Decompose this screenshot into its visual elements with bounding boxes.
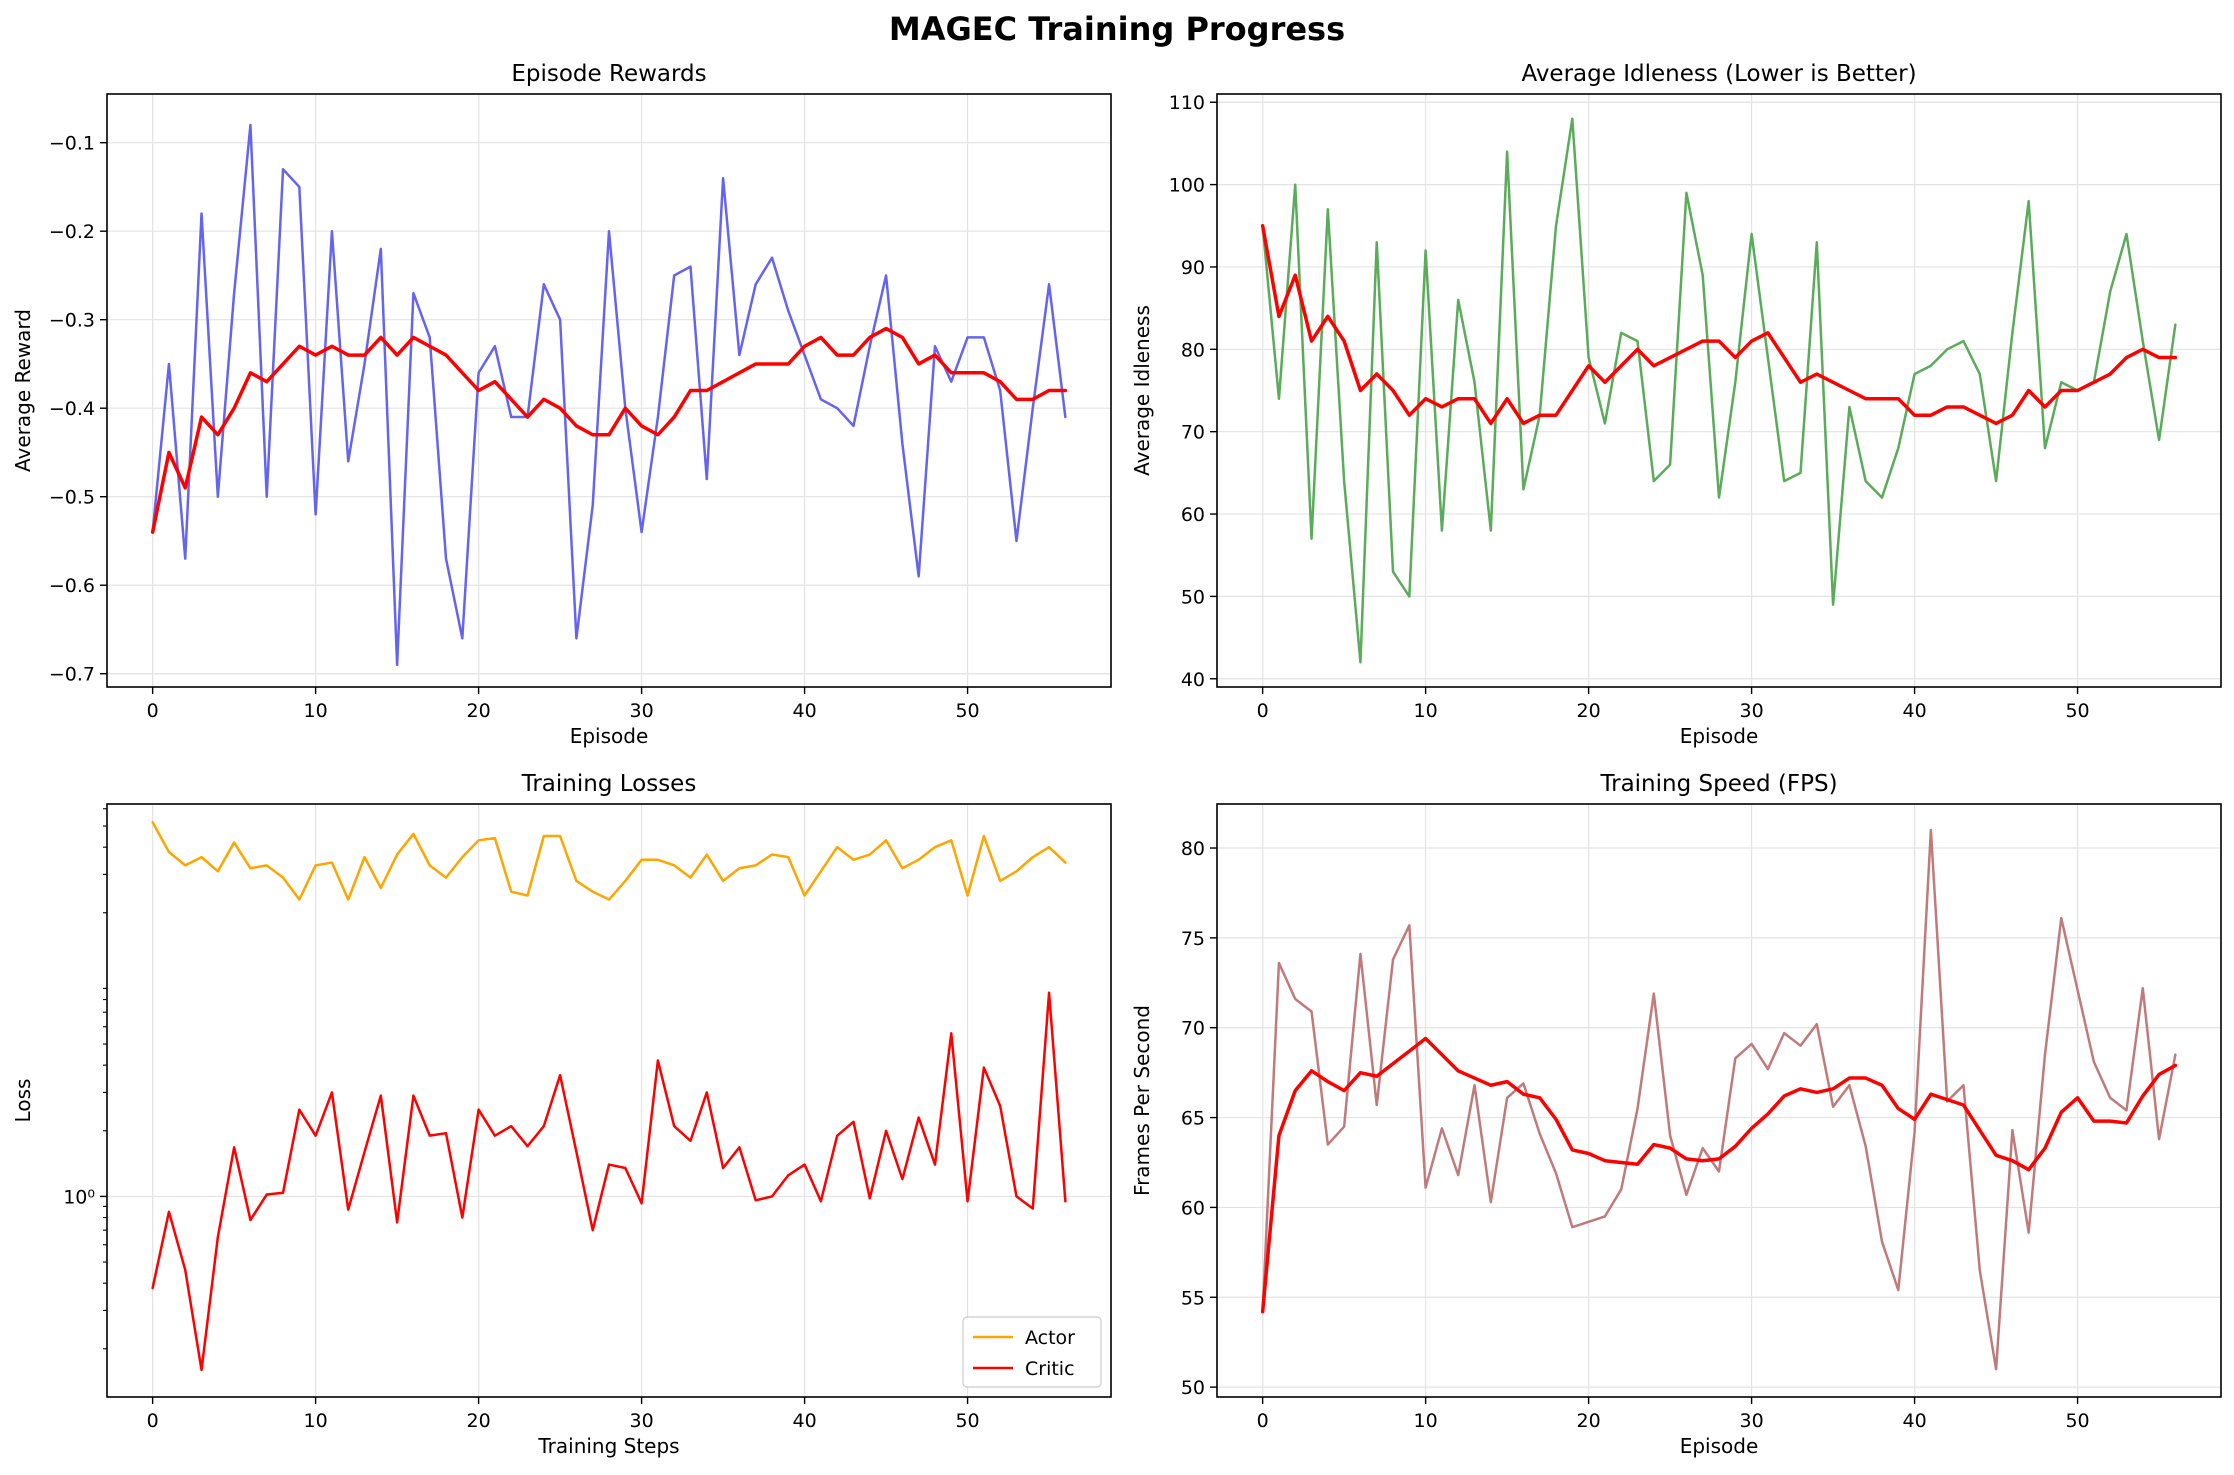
- x-tick-label: 0: [1257, 700, 1269, 722]
- y-axis-label: Loss: [11, 1079, 35, 1123]
- x-tick-label: 30: [630, 700, 654, 722]
- series-line-0: [1261, 117, 2177, 664]
- x-tick-label: 0: [147, 700, 159, 722]
- y-tick-label: −0.1: [49, 133, 95, 155]
- x-tick-label: 0: [1257, 1410, 1269, 1432]
- x-tick-label: 20: [1577, 700, 1601, 722]
- x-tick-label: 30: [630, 1410, 654, 1432]
- y-axis-label: Average Idleness: [1130, 305, 1154, 476]
- legend: Actor Critic: [962, 1316, 1102, 1388]
- x-tick-label: 20: [1577, 1410, 1601, 1432]
- legend-label-critic: Critic: [1025, 1358, 1075, 1380]
- y-axis: −0.7 −0.6 −0.5 −0.4 −0.3 −0.2 −0.1: [49, 133, 107, 686]
- axes-frame: [106, 93, 1112, 688]
- y-tick-label: 65: [1181, 1108, 1205, 1130]
- x-tick-label: 50: [2065, 1410, 2089, 1432]
- chart-title: Episode Rewards: [511, 61, 706, 87]
- x-tick-label: 20: [467, 1410, 491, 1432]
- x-tick-label: 50: [2065, 700, 2089, 722]
- y-tick-label: −0.3: [49, 310, 95, 332]
- y-tick-label: 50: [1181, 1377, 1205, 1399]
- series-group: [1260, 828, 2178, 1371]
- series-line-1: [150, 326, 1068, 534]
- y-tick-label: 50: [1181, 586, 1205, 608]
- x-tick-label: 10: [1414, 700, 1438, 722]
- x-tick-label: 40: [1902, 1410, 1926, 1432]
- series-group: [150, 123, 1068, 667]
- y-axis-label: Average Reward: [11, 309, 35, 472]
- y-axis-label: Frames Per Second: [1130, 1005, 1154, 1196]
- y-tick-label: 75: [1181, 928, 1205, 950]
- chart-title: Average Idleness (Lower is Better): [1521, 61, 1916, 87]
- x-tick-label: 30: [1740, 700, 1764, 722]
- y-tick-label: 80: [1181, 339, 1205, 361]
- y-tick-label: 70: [1181, 422, 1205, 444]
- series-line-0: [151, 123, 1067, 667]
- chart-title: Training Speed (FPS): [1599, 771, 1837, 797]
- training-losses-chart: 0 10 20 30 40 50 10⁰ Training Losses Training St…: [11, 771, 1112, 1458]
- series-line-1: [1260, 224, 2178, 426]
- y-tick-label: −0.2: [49, 221, 95, 243]
- y-tick-label: 55: [1181, 1287, 1205, 1309]
- x-tick-label: 10: [304, 1410, 328, 1432]
- y-tick-label: 10⁰: [63, 1186, 95, 1208]
- series-line-actor: [151, 821, 1067, 901]
- x-axis-label: Episode: [1680, 724, 1759, 748]
- axes-frame: [1216, 803, 2222, 1398]
- x-axis: 0 10 20 30 40 50: [147, 1397, 980, 1432]
- y-tick-label: 60: [1181, 1197, 1205, 1219]
- x-axis: 0 10 20 30 40 50: [1257, 687, 2090, 722]
- axes-frame: [1216, 93, 2222, 688]
- x-axis-label: Training Steps: [537, 1434, 679, 1458]
- y-tick-label: −0.6: [49, 575, 95, 597]
- y-tick-label: 100: [1169, 175, 1205, 197]
- y-tick-label: −0.5: [49, 487, 95, 509]
- series-group: [1260, 117, 2178, 664]
- x-axis-label: Episode: [570, 724, 649, 748]
- x-axis: 0 10 20 30 40 50: [147, 687, 980, 722]
- average-idleness-chart: 0 10 20 30 40 50 40 50 60 70 80 90 100 110 Average Idl…: [1130, 61, 2222, 748]
- episode-rewards-chart: 0 10 20 30 40 50 −0.7 −0.6 −0.5 −0.4 −0.3 −0.2 −0.1 E…: [11, 61, 1112, 748]
- y-tick-label: −0.7: [49, 664, 95, 686]
- x-tick-label: 10: [304, 700, 328, 722]
- training-speed-chart: 0 10 20 30 40 50 50 55 60 65 70 75 80 Training Speed …: [1130, 771, 2222, 1458]
- y-axis: 10⁰: [63, 808, 107, 1350]
- y-tick-label: −0.4: [49, 398, 95, 420]
- legend-label-actor: Actor: [1025, 1327, 1075, 1349]
- x-tick-label: 40: [1902, 700, 1926, 722]
- y-axis: 40 50 60 70 80 90 100 110: [1169, 92, 1217, 691]
- y-tick-label: 40: [1181, 669, 1205, 691]
- y-tick-label: 70: [1181, 1018, 1205, 1040]
- legend-box: [962, 1316, 1102, 1388]
- chart-title: Training Losses: [521, 771, 697, 797]
- y-tick-label: 60: [1181, 504, 1205, 526]
- x-tick-label: 40: [792, 1410, 816, 1432]
- grid: [1217, 94, 2221, 687]
- y-tick-label: 90: [1181, 257, 1205, 279]
- y-tick-label: 110: [1169, 92, 1205, 114]
- figure-title: MAGEC Training Progress: [889, 10, 1345, 48]
- x-tick-label: 30: [1740, 1410, 1764, 1432]
- x-tick-label: 0: [147, 1410, 159, 1432]
- x-tick-label: 20: [467, 700, 491, 722]
- y-axis: 50 55 60 65 70 75 80: [1181, 838, 1217, 1399]
- x-axis: 0 10 20 30 40 50: [1257, 1397, 2090, 1432]
- series-line-1: [1260, 1036, 2178, 1314]
- grid: [107, 804, 1111, 1397]
- x-tick-label: 10: [1414, 1410, 1438, 1432]
- grid: [1217, 804, 2221, 1397]
- x-tick-label: 40: [792, 700, 816, 722]
- y-tick-label: 80: [1181, 838, 1205, 860]
- x-tick-label: 50: [955, 1410, 979, 1432]
- x-axis-label: Episode: [1680, 1434, 1759, 1458]
- series-line-0: [1261, 828, 2177, 1371]
- series-line-critic: [151, 991, 1067, 1372]
- x-tick-label: 50: [955, 700, 979, 722]
- series-group: [151, 821, 1067, 1372]
- axes-frame: [106, 803, 1112, 1398]
